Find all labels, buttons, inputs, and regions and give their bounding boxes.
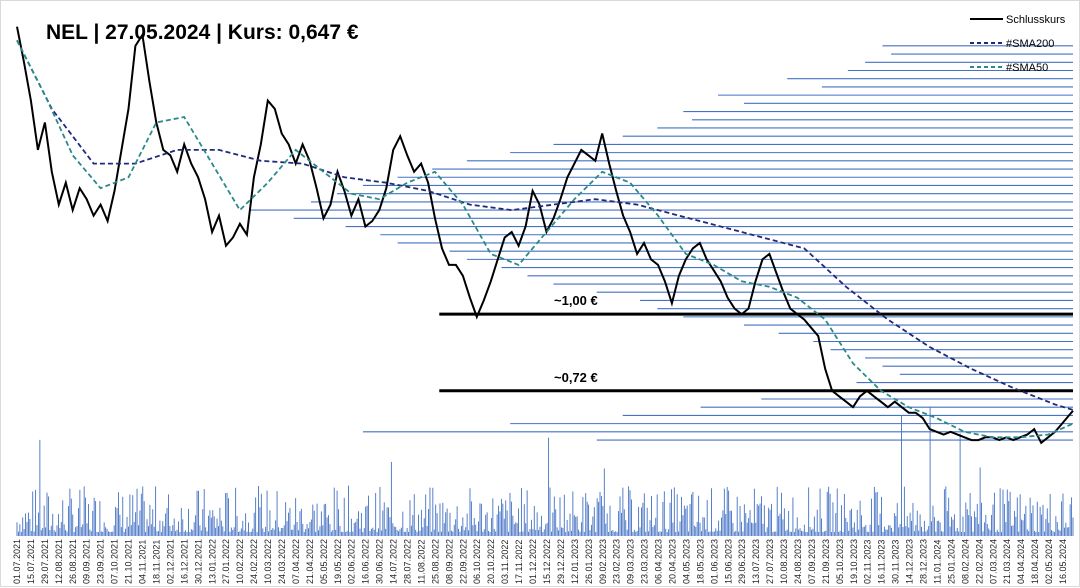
x-tick-label: 21.09.2023 xyxy=(821,539,831,584)
legend-label: #SMA50 xyxy=(1006,62,1048,74)
x-tick-label: 07.10.2021 xyxy=(110,539,120,584)
support-label: ~1,00 € xyxy=(554,293,598,308)
x-tick-label: 13.07.2023 xyxy=(751,539,761,584)
support-label: ~0,72 € xyxy=(554,370,598,385)
x-tick-label: 21.03.2024 xyxy=(1002,539,1012,584)
x-tick-label: 12.01.2023 xyxy=(570,539,580,584)
x-tick-label: 16.12.2021 xyxy=(179,539,189,584)
x-tick-label: 05.10.2023 xyxy=(835,539,845,584)
x-tick-label: 14.12.2023 xyxy=(905,539,915,584)
x-tick-label: 21.04.2022 xyxy=(305,539,315,584)
x-tick-label: 23.03.2023 xyxy=(640,539,650,584)
x-tick-label: 08.09.2022 xyxy=(444,539,454,584)
legend-label: #SMA200 xyxy=(1006,38,1054,50)
x-tick-label: 01.12.2022 xyxy=(528,539,538,584)
x-tick-label: 29.07.2021 xyxy=(40,539,50,584)
x-tick-label: 10.08.2023 xyxy=(779,539,789,584)
x-tick-label: 17.11.2022 xyxy=(514,540,524,584)
x-tick-label: 23.02.2023 xyxy=(612,539,622,584)
x-tick-label: 06.04.2023 xyxy=(654,539,664,584)
x-tick-label: 16.05.2024 xyxy=(1058,539,1068,584)
x-tick-label: 18.11.2021 xyxy=(152,540,162,584)
x-tick-label: 27.01.2022 xyxy=(221,539,231,584)
x-tick-label: 30.12.2021 xyxy=(193,539,203,584)
x-tick-label: 28.12.2023 xyxy=(919,539,929,584)
x-tick-label: 29.12.2022 xyxy=(556,539,566,584)
x-tick-label: 15.07.2021 xyxy=(26,539,36,584)
x-tick-label: 19.05.2022 xyxy=(333,539,343,584)
x-tick-label: 15.06.2023 xyxy=(723,539,733,584)
x-tick-label: 13.01.2022 xyxy=(207,539,217,584)
series-line-sma50 xyxy=(16,39,1074,439)
x-tick-label: 02.06.2022 xyxy=(347,539,357,584)
x-tick-label: 06.10.2022 xyxy=(472,539,482,584)
x-tick-label: 24.03.2022 xyxy=(277,539,287,584)
x-tick-label: 15.12.2022 xyxy=(542,539,552,584)
x-tick-label: 23.09.2021 xyxy=(96,539,106,584)
x-tick-label: 29.06.2023 xyxy=(737,539,747,584)
x-tick-label: 30.11.2023 xyxy=(891,540,901,584)
x-tick-label: 07.09.2023 xyxy=(807,539,817,584)
x-tick-label: 09.03.2023 xyxy=(626,539,636,584)
x-tick-label: 11.01.2024 xyxy=(933,540,943,584)
x-tick-label: 05.05.2022 xyxy=(319,539,329,584)
x-tick-label: 28.07.2022 xyxy=(403,539,413,584)
x-tick-label: 09.09.2021 xyxy=(82,539,92,584)
x-tick-label: 04.04.2024 xyxy=(1016,539,1026,584)
x-tick-label: 09.02.2023 xyxy=(598,539,608,584)
series-line-close xyxy=(16,26,1074,445)
x-tick-label: 26.08.2021 xyxy=(68,539,78,584)
x-tick-label: 26.01.2023 xyxy=(584,539,594,584)
x-tick-label: 18.04.2024 xyxy=(1030,539,1040,584)
x-tick-label: 24.02.2022 xyxy=(249,539,259,584)
x-tick-label: 01.06.2023 xyxy=(709,539,719,584)
chart-title: NEL | 27.05.2024 | Kurs: 0,647 € xyxy=(46,21,359,44)
x-tick-label: 27.07.2023 xyxy=(765,539,775,584)
x-tick-label: 12.08.2021 xyxy=(54,539,64,584)
x-tick-label: 18.05.2023 xyxy=(695,539,705,584)
x-tick-label: 10.02.2022 xyxy=(235,539,245,584)
x-tick-label: 22.09.2022 xyxy=(458,539,468,584)
x-tick-label: 08.02.2024 xyxy=(960,539,970,584)
x-tick-label: 02.11.2023 xyxy=(863,540,873,584)
x-tick-label: 07.04.2022 xyxy=(291,539,301,584)
x-tick-label: 14.07.2022 xyxy=(389,539,399,584)
x-tick-label: 02.12.2021 xyxy=(165,539,175,584)
x-tick-label: 04.11.2021 xyxy=(138,540,148,584)
x-tick-label: 10.03.2022 xyxy=(263,539,273,584)
x-tick-label: 07.03.2024 xyxy=(988,539,998,584)
x-tick-label: 25.08.2022 xyxy=(430,539,440,584)
x-tick-label: 24.08.2023 xyxy=(793,539,803,584)
x-tick-label: 25.01.2024 xyxy=(946,539,956,584)
x-tick-label: 21.10.2021 xyxy=(124,539,134,584)
x-tick-label: 01.07.2021 xyxy=(12,539,22,584)
x-tick-label: 22.02.2024 xyxy=(974,539,984,584)
x-tick-label: 11.08.2022 xyxy=(417,540,427,584)
x-tick-label: 02.05.2024 xyxy=(1044,539,1054,584)
x-tick-label: 03.11.2022 xyxy=(500,540,510,584)
x-tick-label: 19.10.2023 xyxy=(849,539,859,584)
x-tick-label: 16.11.2023 xyxy=(877,540,887,584)
legend-label: Schlusskurs xyxy=(1006,14,1066,26)
x-tick-label: 20.10.2022 xyxy=(486,539,496,584)
x-tick-label: 16.06.2022 xyxy=(361,539,371,584)
x-tick-label: 20.04.2023 xyxy=(668,539,678,584)
x-tick-label: 04.05.2023 xyxy=(681,539,691,584)
x-tick-label: 30.06.2022 xyxy=(375,539,385,584)
